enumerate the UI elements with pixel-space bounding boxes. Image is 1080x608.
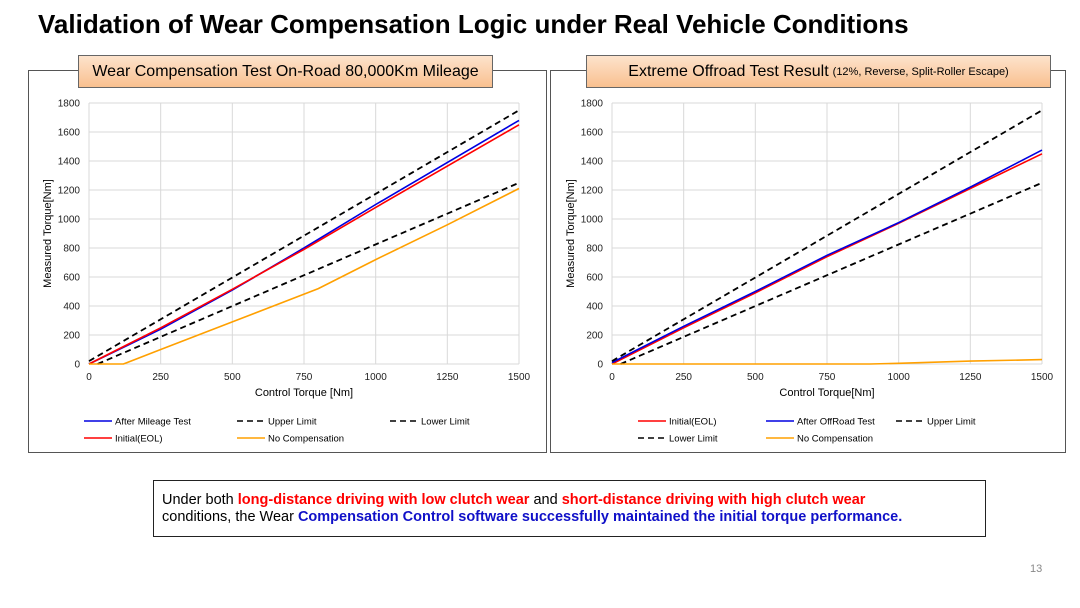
- legend-label: Upper Limit: [268, 417, 317, 428]
- y-tick-label: 800: [586, 244, 603, 255]
- chart-title-text: Extreme Offroad Test Result: [628, 62, 829, 80]
- y-tick-label: 400: [63, 302, 80, 313]
- y-tick-label: 1400: [581, 157, 604, 168]
- legend-label: Initial(EOL): [669, 417, 717, 428]
- y-tick-label: 0: [74, 360, 80, 371]
- x-tick-label: 1250: [436, 372, 459, 383]
- legend-label: Initial(EOL): [115, 434, 163, 445]
- legend-label: No Compensation: [268, 434, 344, 445]
- y-tick-label: 200: [63, 331, 80, 342]
- y-tick-label: 1800: [58, 99, 81, 110]
- x-tick-label: 1000: [365, 372, 388, 383]
- x-tick-label: 0: [609, 372, 615, 383]
- series-line-lower-limit: [620, 181, 1043, 365]
- y-tick-label: 0: [597, 360, 603, 371]
- y-tick-label: 1200: [581, 186, 604, 197]
- y-axis-label: Measured Torque[Nm]: [565, 179, 577, 288]
- y-tick-label: 1000: [58, 215, 81, 226]
- x-tick-label: 750: [296, 372, 313, 383]
- x-tick-label: 750: [819, 372, 836, 383]
- legend-label: Lower Limit: [669, 434, 718, 445]
- chart-title-onroad: Wear Compensation Test On-Road 80,000Km …: [78, 55, 493, 88]
- slide-title: Validation of Wear Compensation Logic un…: [38, 9, 909, 39]
- note-text: and: [529, 492, 562, 508]
- y-tick-label: 1600: [581, 128, 604, 139]
- note-highlight-red: long-distance driving with low clutch we…: [237, 492, 530, 508]
- x-tick-label: 250: [675, 372, 692, 383]
- chart-title-offroad: Extreme Offroad Test Result (12%, Reverse…: [586, 55, 1051, 88]
- series-line-after-offroad-test: [611, 149, 1043, 364]
- chart-panel-onroad: [28, 70, 547, 453]
- chart-title-text: Wear Compensation Test On-Road 80,000Km …: [92, 62, 479, 80]
- note-text: conditions, the Wear: [162, 509, 298, 525]
- x-axis-label: Control Torque[Nm]: [779, 387, 874, 399]
- y-tick-label: 1600: [58, 128, 81, 139]
- x-tick-label: 500: [224, 372, 241, 383]
- legend-label: After OffRoad Test: [797, 417, 875, 428]
- y-tick-label: 600: [63, 273, 80, 284]
- legend-label: After Mileage Test: [115, 417, 191, 428]
- note-text: Under both: [162, 492, 238, 508]
- x-axis-label: Control Torque [Nm]: [255, 387, 353, 399]
- page-number: 13: [1030, 563, 1043, 575]
- series-line-lower-limit: [97, 181, 520, 365]
- note-highlight-red: short-distance driving with high clutch …: [561, 492, 866, 508]
- y-tick-label: 800: [63, 244, 80, 255]
- series-line-initial-eol-: [88, 124, 520, 365]
- y-tick-label: 1800: [581, 99, 604, 110]
- x-tick-label: 1250: [959, 372, 982, 383]
- x-tick-label: 1000: [888, 372, 911, 383]
- x-tick-label: 250: [152, 372, 169, 383]
- legend-label: Lower Limit: [421, 417, 470, 428]
- series-line-no-compensation: [612, 358, 1043, 365]
- y-axis-label: Measured Torque[Nm]: [42, 179, 54, 288]
- summary-note: Under both long-distance driving with lo…: [153, 480, 986, 537]
- x-tick-label: 1500: [1031, 372, 1054, 383]
- y-tick-label: 200: [586, 331, 603, 342]
- chart-title-note: (12%, Reverse, Split-Roller Escape): [832, 65, 1009, 78]
- series-line-upper-limit: [88, 109, 520, 362]
- x-tick-label: 1500: [508, 372, 531, 383]
- y-tick-label: 600: [586, 273, 603, 284]
- legend-label: Upper Limit: [927, 417, 976, 428]
- x-tick-label: 0: [86, 372, 92, 383]
- y-tick-label: 1200: [58, 186, 81, 197]
- y-tick-label: 400: [586, 302, 603, 313]
- series-line-upper-limit: [611, 109, 1043, 362]
- legend-label: No Compensation: [797, 434, 873, 445]
- y-tick-label: 1000: [581, 215, 604, 226]
- note-highlight-blue: Compensation Control software successful…: [297, 509, 903, 525]
- chart-panel-offroad: [550, 70, 1066, 453]
- series-line-initial-eol-: [611, 153, 1043, 365]
- series-line-no-compensation: [89, 187, 520, 365]
- y-tick-label: 1400: [58, 157, 81, 168]
- x-tick-label: 500: [747, 372, 764, 383]
